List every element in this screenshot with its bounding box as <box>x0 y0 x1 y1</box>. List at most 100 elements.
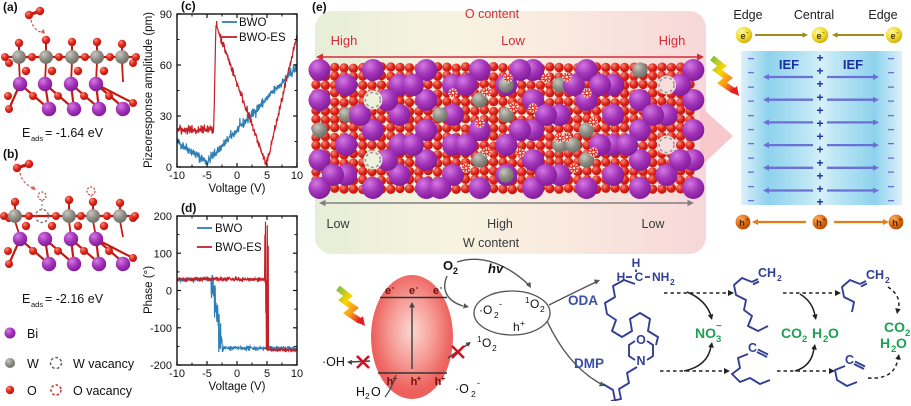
svg-text:e: e <box>409 285 415 297</box>
svg-text:CO: CO <box>781 325 802 341</box>
svg-text:O: O <box>482 336 491 350</box>
svg-text:10: 10 <box>291 368 303 380</box>
svg-text:2: 2 <box>453 266 458 276</box>
svg-text:H: H <box>632 256 641 270</box>
svg-text:h: h <box>892 218 898 229</box>
svg-text:Low: Low <box>501 33 525 48</box>
svg-text:BWO: BWO <box>215 223 243 235</box>
svg-text:+: + <box>816 182 823 196</box>
svg-text:E: E <box>22 126 30 140</box>
svg-text:h: h <box>739 218 745 229</box>
svg-text:C: C <box>635 270 644 284</box>
svg-text:h: h <box>387 376 394 388</box>
svg-text:W vacancy: W vacancy <box>73 357 135 371</box>
svg-text:+: + <box>816 143 823 157</box>
svg-text:-10: -10 <box>169 170 185 182</box>
svg-text:CH: CH <box>866 268 884 282</box>
svg-text:W content: W content <box>463 236 520 250</box>
svg-text:−: − <box>747 94 754 108</box>
svg-text:-: - <box>440 283 443 292</box>
svg-text:IEF: IEF <box>843 57 863 72</box>
svg-text:0: 0 <box>166 162 172 174</box>
svg-text:+: + <box>822 217 826 224</box>
svg-text:·OH: ·OH <box>322 355 345 369</box>
svg-text:-5: -5 <box>202 170 212 182</box>
svg-text:O: O <box>896 335 907 351</box>
svg-text:Low: Low <box>327 217 351 231</box>
svg-text:−: − <box>747 123 754 137</box>
svg-text:High: High <box>487 217 513 231</box>
svg-text:e: e <box>433 285 439 297</box>
svg-text:e: e <box>385 285 391 297</box>
svg-text:5: 5 <box>264 368 270 380</box>
svg-text:−: − <box>747 194 754 208</box>
svg-text:NO: NO <box>695 325 716 341</box>
svg-text:−: − <box>887 151 894 165</box>
svg-text:−: − <box>887 165 894 179</box>
svg-text:2: 2 <box>492 343 497 353</box>
svg-text:2: 2 <box>905 328 910 339</box>
svg-text:h: h <box>411 376 418 388</box>
svg-text:0: 0 <box>234 368 240 380</box>
svg-text:−: − <box>887 66 894 80</box>
svg-text:30: 30 <box>160 111 172 123</box>
svg-text:−: − <box>747 137 754 151</box>
svg-text:-: - <box>822 30 825 37</box>
svg-text:Bi: Bi <box>27 327 38 341</box>
svg-text:DMP: DMP <box>574 356 604 371</box>
svg-text:-10: -10 <box>169 368 185 380</box>
svg-text:-5: -5 <box>202 368 212 380</box>
svg-text:90: 90 <box>160 9 172 21</box>
svg-text:−: − <box>747 80 754 94</box>
svg-text:+: + <box>816 51 823 65</box>
svg-text:Voltage (V): Voltage (V) <box>209 381 266 393</box>
svg-text:−: − <box>887 137 894 151</box>
svg-text:(a): (a) <box>3 0 18 14</box>
svg-text:O: O <box>636 333 646 347</box>
svg-text:200: 200 <box>154 211 172 223</box>
svg-text:-100: -100 <box>150 323 172 335</box>
svg-text:(c): (c) <box>181 0 196 13</box>
svg-text:+: + <box>816 117 823 131</box>
svg-text:(e): (e) <box>312 0 327 14</box>
svg-text:H: H <box>356 385 365 399</box>
svg-text:BWO-ES: BWO-ES <box>215 242 262 254</box>
svg-text:N: N <box>636 354 645 368</box>
svg-text:High: High <box>331 33 358 48</box>
svg-text:O: O <box>443 258 453 273</box>
svg-text:e: e <box>740 31 745 41</box>
svg-text:hv: hv <box>488 261 504 276</box>
svg-text:O: O <box>371 385 381 399</box>
svg-text:−: − <box>887 108 894 122</box>
svg-text:-200: -200 <box>150 360 172 372</box>
svg-text:Pizeoresponse amplitude (pm): Pizeoresponse amplitude (pm) <box>143 12 155 168</box>
svg-text:W: W <box>27 357 39 371</box>
svg-text:O vacancy: O vacancy <box>73 384 133 398</box>
svg-text:ads: ads <box>31 300 43 309</box>
svg-text:Voltage (V): Voltage (V) <box>209 183 266 195</box>
svg-text:h: h <box>513 320 520 334</box>
svg-text:2: 2 <box>891 344 896 355</box>
svg-text:−: − <box>887 94 894 108</box>
svg-text:e: e <box>816 31 821 41</box>
svg-text:+: + <box>816 64 823 78</box>
svg-text:2: 2 <box>670 277 675 287</box>
svg-text:−: − <box>887 194 894 208</box>
svg-text:+: + <box>898 217 902 224</box>
svg-text:+: + <box>417 374 422 383</box>
svg-text:−: − <box>747 165 754 179</box>
svg-text:0: 0 <box>166 286 172 298</box>
svg-text:C: C <box>748 341 757 355</box>
svg-text:−: − <box>747 52 754 66</box>
svg-text:−: − <box>887 80 894 94</box>
svg-text:+: + <box>816 130 823 144</box>
svg-text:e: e <box>890 31 895 41</box>
svg-text:H: H <box>617 270 626 284</box>
svg-text:O: O <box>27 384 37 398</box>
svg-text:2: 2 <box>494 310 499 320</box>
svg-text:Central: Central <box>794 8 834 22</box>
svg-text:-: - <box>392 283 395 292</box>
svg-text:IEF: IEF <box>779 57 799 72</box>
svg-text:2: 2 <box>777 273 782 283</box>
svg-text:(b): (b) <box>3 147 18 161</box>
